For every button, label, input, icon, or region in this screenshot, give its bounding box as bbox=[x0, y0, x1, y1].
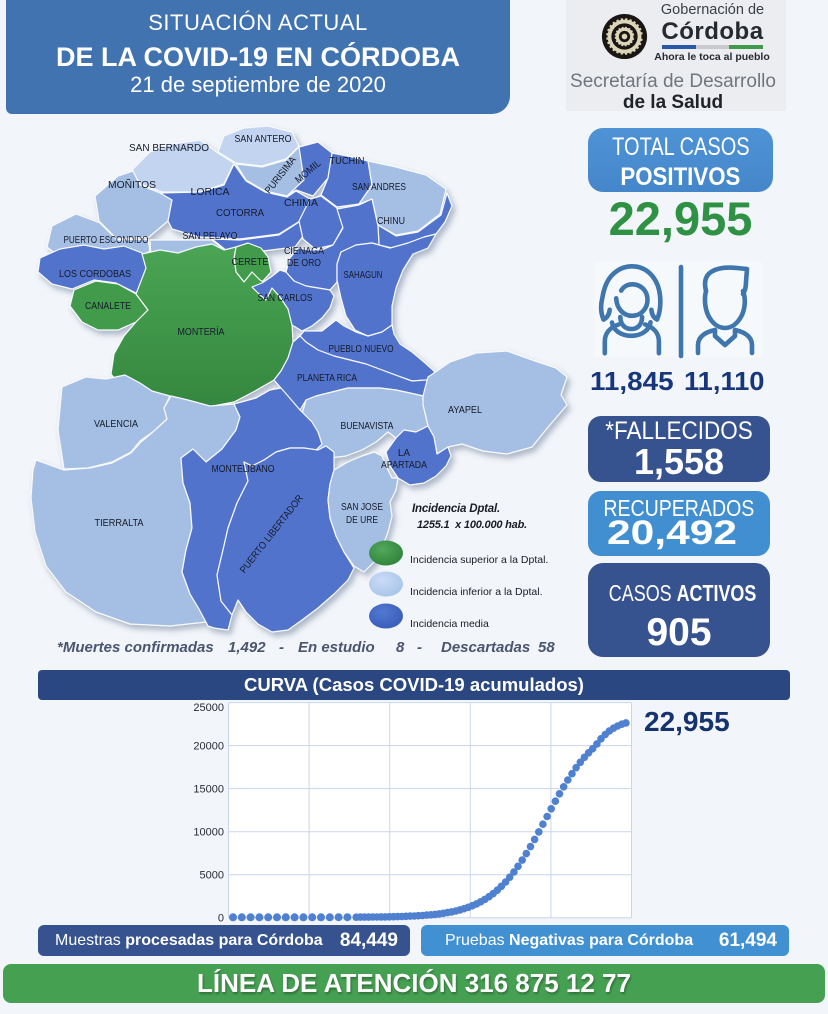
svg-text:15000: 15000 bbox=[193, 784, 224, 796]
svg-text:CIENAGA: CIENAGA bbox=[284, 246, 324, 257]
svg-text:SAN ANTERO: SAN ANTERO bbox=[235, 134, 292, 145]
svg-text:Incidencia media: Incidencia media bbox=[410, 618, 489, 630]
svg-text:VALENCIA: VALENCIA bbox=[94, 419, 138, 430]
svg-text:PUEBLO NUEVO: PUEBLO NUEVO bbox=[329, 344, 394, 355]
svg-text:SAN JOSE: SAN JOSE bbox=[341, 502, 383, 513]
svg-text:BUENAVISTA: BUENAVISTA bbox=[341, 421, 394, 432]
svg-text:PLANETA RICA: PLANETA RICA bbox=[297, 373, 357, 384]
svg-text:TIERRALTA: TIERRALTA bbox=[95, 518, 144, 529]
svg-text:MOÑITOS: MOÑITOS bbox=[108, 178, 156, 191]
svg-text:LOS CORDOBAS: LOS CORDOBAS bbox=[59, 269, 131, 280]
svg-text:5000: 5000 bbox=[200, 870, 224, 882]
svg-text:COTORRA: COTORRA bbox=[216, 208, 264, 219]
svg-text:DE ORO: DE ORO bbox=[287, 258, 321, 269]
svg-text:SAN CARLOS: SAN CARLOS bbox=[258, 293, 313, 304]
svg-text:10000: 10000 bbox=[193, 827, 224, 839]
svg-text:SAN BERNARDO: SAN BERNARDO bbox=[129, 143, 209, 154]
svg-text:LORICA: LORICA bbox=[191, 187, 230, 198]
svg-text:SAN PELAYO: SAN PELAYO bbox=[183, 231, 238, 242]
svg-text:20000: 20000 bbox=[193, 741, 224, 753]
svg-text:CHINU: CHINU bbox=[377, 216, 405, 227]
svg-text:MONTERÍA: MONTERÍA bbox=[178, 325, 225, 338]
svg-text:LA: LA bbox=[398, 448, 411, 459]
svg-text:0: 0 bbox=[218, 913, 224, 925]
svg-text:DE URE: DE URE bbox=[346, 515, 378, 526]
svg-text:SAN ANDRES: SAN ANDRES bbox=[352, 182, 406, 193]
svg-text:APARTADA: APARTADA bbox=[381, 460, 427, 471]
svg-text:PUERTO ESCONDIDO: PUERTO ESCONDIDO bbox=[64, 235, 149, 246]
svg-text:SAHAGUN: SAHAGUN bbox=[344, 270, 383, 281]
svg-text:CERETE: CERETE bbox=[232, 257, 269, 268]
svg-text:AYAPEL: AYAPEL bbox=[448, 405, 482, 416]
svg-text:Incidencia superior a la Dptal: Incidencia superior a la Dptal. bbox=[410, 554, 548, 566]
svg-text:TUCHIN: TUCHIN bbox=[330, 156, 365, 167]
svg-text:CANALETE: CANALETE bbox=[85, 301, 131, 312]
svg-text:25000: 25000 bbox=[193, 702, 224, 714]
svg-text:CHIMA: CHIMA bbox=[284, 198, 318, 209]
svg-text:Incidencia inferior a la Dptal: Incidencia inferior a la Dptal. bbox=[410, 586, 543, 598]
svg-text:MONTELIBANO: MONTELIBANO bbox=[212, 464, 275, 475]
